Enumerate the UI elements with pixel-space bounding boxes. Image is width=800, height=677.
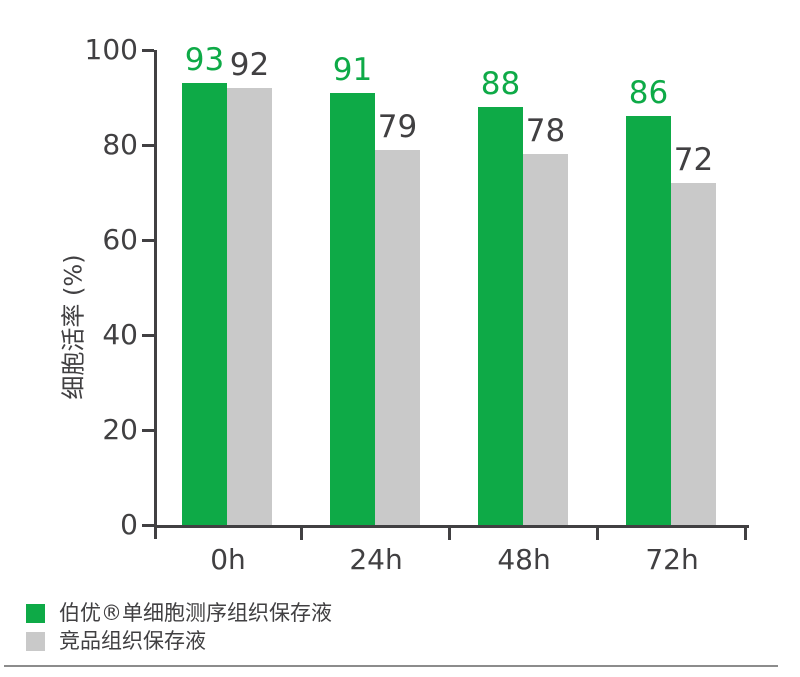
y-tick [142,334,154,337]
y-axis-line [154,50,157,539]
legend-swatch-green [26,603,45,623]
legend-item-competitor: 竞品组织保存液 [26,627,332,655]
value-label-gray-72h: 72 [673,142,714,178]
y-tick-label: 100 [84,33,138,66]
x-tick-label-72h: 72h [645,543,699,576]
legend-swatch-gray [26,631,45,651]
y-tick-label: 80 [102,128,138,161]
y-tick-label: 0 [120,508,138,541]
value-label-green-0h: 93 [184,42,225,78]
bar-gray-0h [227,88,272,525]
y-tick [142,429,154,432]
bar-green-48h [478,107,523,525]
y-tick [142,144,154,147]
y-tick-label: 60 [102,223,138,256]
value-label-gray-48h: 78 [525,113,566,149]
value-label-green-72h: 86 [628,75,669,111]
y-tick-label: 20 [102,413,138,446]
y-tick-label: 40 [102,318,138,351]
x-tick-label-48h: 48h [497,543,551,576]
chart-legend: 伯优®单细胞测序组织保存液 竞品组织保存液 [26,599,332,655]
y-tick [142,524,154,527]
y-tick [142,49,154,52]
bar-gray-72h [671,183,716,525]
bar-green-0h [182,83,227,525]
bar-gray-24h [375,150,420,525]
value-label-gray-0h: 92 [229,47,270,83]
y-tick [142,239,154,242]
legend-label-product: 伯优®单细胞测序组织保存液 [59,601,332,625]
value-label-green-48h: 88 [480,66,521,102]
x-axis-line [154,525,749,528]
x-tick-label-24h: 24h [349,543,403,576]
x-tick [744,528,747,540]
legend-item-product: 伯优®单细胞测序组织保存液 [26,599,332,627]
bottom-divider-line [4,665,778,667]
bar-green-24h [330,93,375,525]
x-tick-label-0h: 0h [210,543,246,576]
bar-green-72h [626,116,671,525]
value-label-gray-24h: 79 [377,109,418,145]
x-tick [300,528,303,540]
value-label-green-24h: 91 [332,52,373,88]
x-tick [448,528,451,540]
legend-label-competitor: 竞品组织保存液 [59,629,206,653]
bar-gray-48h [523,154,568,525]
x-tick [596,528,599,540]
